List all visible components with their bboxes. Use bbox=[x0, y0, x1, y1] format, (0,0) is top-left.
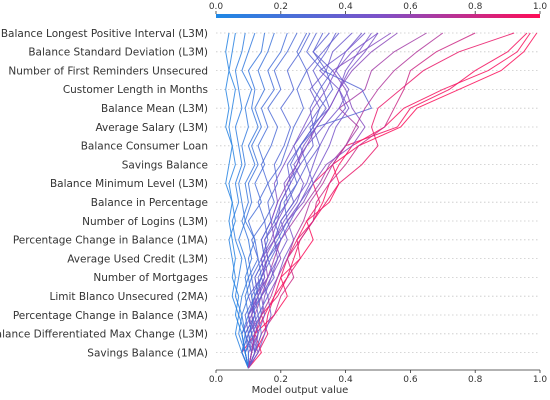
series-line bbox=[247, 32, 444, 369]
top-colorbar bbox=[216, 14, 540, 18]
series-line bbox=[247, 32, 366, 369]
feature-label: Balance in Percentage bbox=[91, 197, 208, 209]
feature-label: Number of Logins (L3M) bbox=[82, 216, 208, 228]
feature-label: Number of Mortgages bbox=[93, 272, 208, 284]
top-tick-label: 0.0 bbox=[209, 2, 224, 12]
series-line bbox=[247, 32, 379, 369]
bottom-tick-label: 0.2 bbox=[274, 375, 288, 385]
feature-label: Balance Minimum Level (L3M) bbox=[50, 178, 208, 190]
feature-label: Balance Standard Deviation (L3M) bbox=[28, 47, 208, 59]
feature-labels: Balance Longest Positive Interval (L3M) B… bbox=[0, 28, 208, 360]
series-line bbox=[231, 32, 249, 369]
bottom-tick-label: 0.8 bbox=[468, 375, 483, 385]
feature-label: Balance Longest Positive Interval (L3M) bbox=[1, 28, 208, 40]
series-line bbox=[241, 32, 308, 369]
feature-label: Number of First Reminders Unsecured bbox=[8, 65, 208, 77]
feature-label: Average Used Credit (L3M) bbox=[67, 253, 208, 265]
feature-label: Balance Mean (L3M) bbox=[101, 103, 208, 115]
bottom-tick-label: 0.0 bbox=[209, 375, 224, 385]
bottom-tick-labels: 0.0 0.2 0.4 0.6 0.8 1.0 bbox=[209, 370, 548, 385]
top-tick-labels: 0.0 0.2 0.4 0.6 0.8 1.0 bbox=[209, 2, 548, 14]
bottom-tick-label: 0.6 bbox=[403, 375, 418, 385]
feature-label: Average Salary (L3M) bbox=[95, 122, 208, 134]
feature-label: Percentage Change in Balance (3MA) bbox=[13, 310, 208, 322]
top-tick-label: 0.6 bbox=[403, 2, 418, 12]
series-line bbox=[247, 32, 531, 369]
feature-label: Percentage Change in Balance (1MA) bbox=[13, 235, 208, 247]
feature-label: Savings Balance (1MA) bbox=[87, 347, 208, 359]
feature-label: Balance Differentiated Max Change (L3M) bbox=[0, 329, 208, 341]
top-tick-label: 1.0 bbox=[533, 2, 548, 12]
series-line bbox=[247, 32, 476, 369]
bottom-tick-label: 1.0 bbox=[533, 375, 548, 385]
feature-label: Savings Balance bbox=[122, 159, 208, 171]
x-axis-label: Model output value bbox=[252, 385, 349, 396]
series-line bbox=[247, 32, 288, 369]
feature-label: Limit Blanco Unsecured (2MA) bbox=[50, 291, 208, 303]
bottom-tick-label: 0.4 bbox=[338, 375, 353, 385]
series-lines bbox=[225, 32, 538, 369]
feature-label: Balance Consumer Loan bbox=[81, 141, 208, 153]
series-line bbox=[241, 32, 337, 369]
top-tick-label: 0.2 bbox=[274, 2, 288, 12]
top-tick-label: 0.4 bbox=[338, 2, 353, 12]
series-line bbox=[241, 32, 379, 369]
feature-label: Customer Length in Months bbox=[63, 84, 208, 96]
series-line bbox=[225, 32, 249, 369]
gridlines bbox=[216, 32, 540, 354]
series-line bbox=[247, 32, 372, 369]
top-tick-label: 0.8 bbox=[468, 2, 483, 12]
colorbar bbox=[216, 14, 540, 18]
